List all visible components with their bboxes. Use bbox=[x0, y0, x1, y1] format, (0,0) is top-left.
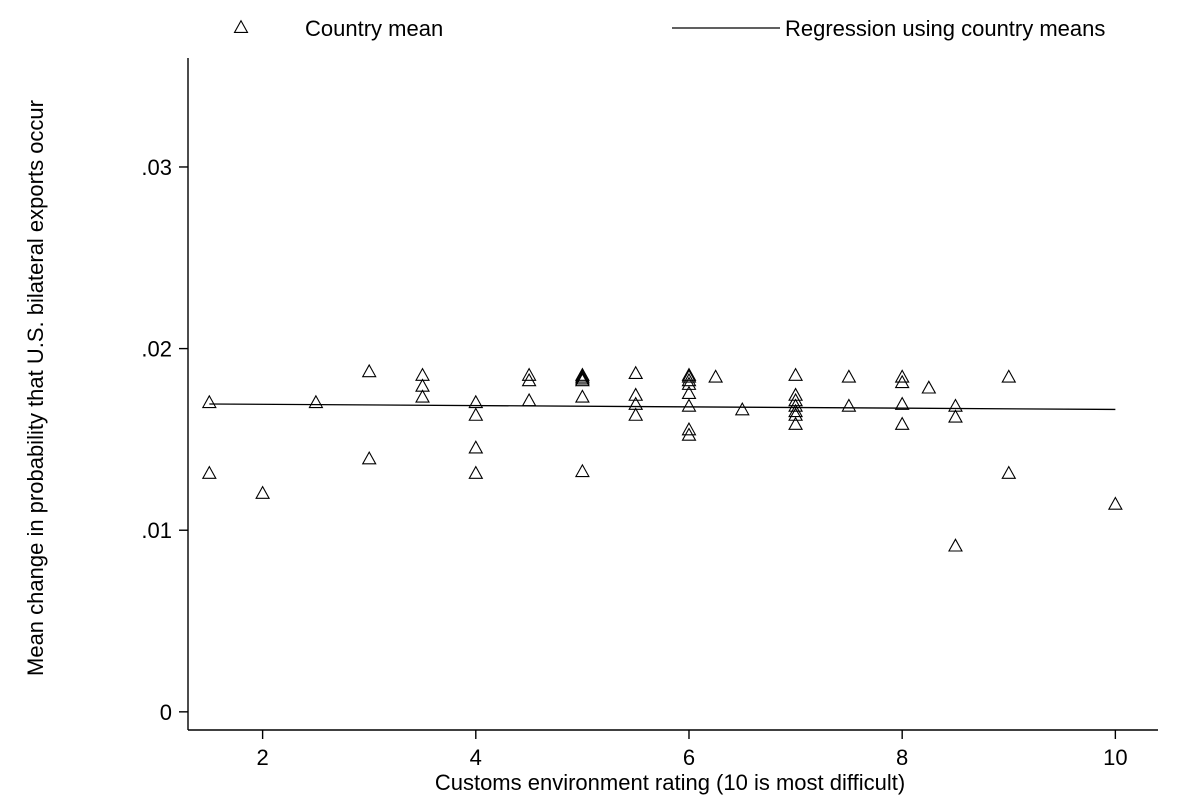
data-point bbox=[574, 389, 590, 403]
legend-label-regression: Regression using country means bbox=[785, 16, 1105, 41]
data-point bbox=[574, 463, 590, 478]
x-tick-label: 10 bbox=[1103, 745, 1127, 770]
data-point bbox=[521, 392, 537, 407]
data-point bbox=[788, 367, 804, 381]
data-point bbox=[708, 369, 724, 383]
y-axis: 0 .01 .02 .03 bbox=[141, 58, 189, 730]
y-tick-label: .03 bbox=[141, 155, 172, 180]
data-point bbox=[1001, 369, 1017, 383]
data-point bbox=[681, 421, 697, 436]
data-point bbox=[841, 369, 857, 383]
y-tick-label: .01 bbox=[141, 518, 172, 543]
data-point bbox=[361, 363, 377, 378]
data-point bbox=[681, 385, 697, 399]
data-point bbox=[788, 416, 804, 430]
data-point bbox=[521, 367, 537, 381]
x-tick-label: 2 bbox=[256, 745, 268, 770]
data-point bbox=[894, 374, 910, 389]
data-point bbox=[1001, 465, 1017, 479]
y-axis-title: Mean change in probability that U.S. bil… bbox=[23, 100, 48, 676]
y-tick-label: 0 bbox=[160, 700, 172, 725]
data-point bbox=[681, 376, 697, 390]
data-point bbox=[788, 398, 804, 412]
data-point bbox=[788, 407, 804, 421]
data-point bbox=[574, 367, 590, 381]
y-ticks: 0 .01 .02 .03 bbox=[141, 155, 188, 725]
data-point bbox=[681, 369, 697, 383]
legend-label-country-mean: Country mean bbox=[305, 16, 443, 41]
data-point bbox=[894, 416, 910, 430]
data-point bbox=[308, 394, 324, 409]
y-tick-label: .02 bbox=[141, 337, 172, 362]
data-point bbox=[734, 401, 750, 416]
x-ticks: 2 4 6 8 10 bbox=[256, 730, 1128, 770]
data-point bbox=[948, 538, 963, 552]
data-point bbox=[255, 485, 271, 499]
data-point bbox=[201, 465, 217, 479]
legend-triangle-marker bbox=[233, 19, 249, 33]
legend-marker-country-mean bbox=[233, 19, 249, 33]
data-point bbox=[201, 394, 217, 409]
data-point bbox=[468, 440, 484, 454]
x-axis: 2 4 6 8 10 bbox=[188, 729, 1158, 770]
data-point bbox=[574, 371, 590, 385]
data-point bbox=[921, 380, 937, 394]
regression-line-group bbox=[209, 403, 1116, 411]
data-point bbox=[628, 387, 644, 401]
data-point bbox=[841, 398, 857, 412]
data-point bbox=[468, 465, 484, 479]
data-point bbox=[681, 367, 697, 381]
data-point bbox=[894, 369, 910, 383]
data-point bbox=[574, 369, 590, 383]
data-point bbox=[574, 372, 590, 387]
data-point bbox=[361, 450, 377, 465]
data-point bbox=[681, 398, 697, 412]
data-point bbox=[628, 365, 644, 380]
data-point bbox=[948, 409, 963, 423]
data-point bbox=[415, 389, 430, 403]
data-point bbox=[1107, 496, 1123, 510]
data-point bbox=[894, 396, 910, 410]
data-point bbox=[521, 372, 537, 387]
data-point bbox=[468, 407, 484, 421]
x-tick-label: 4 bbox=[470, 745, 482, 770]
data-point bbox=[628, 407, 644, 421]
x-axis-title: Customs environment rating (10 is most d… bbox=[435, 770, 905, 795]
x-tick-label: 8 bbox=[896, 745, 908, 770]
data-points bbox=[201, 363, 1123, 552]
x-tick-label: 6 bbox=[683, 745, 695, 770]
legend: Country mean Regression using country me… bbox=[233, 16, 1105, 41]
data-point bbox=[681, 427, 697, 441]
regression-line bbox=[209, 403, 1116, 411]
